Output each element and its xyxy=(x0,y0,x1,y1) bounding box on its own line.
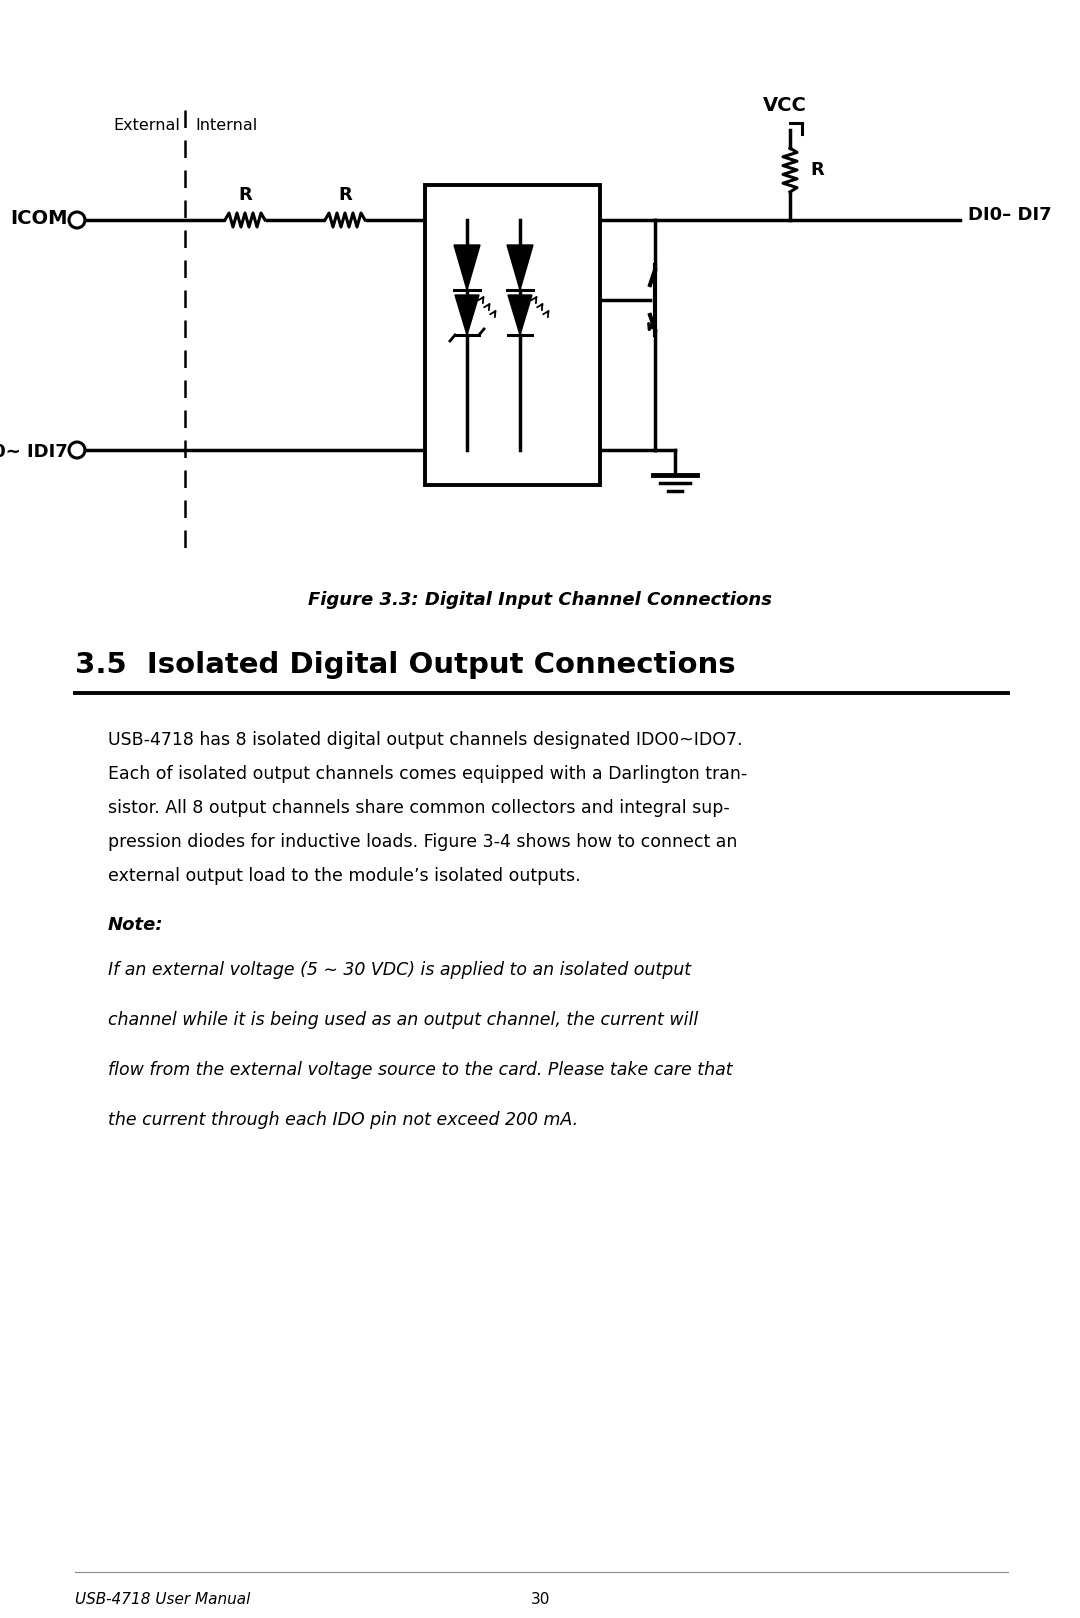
Text: External: External xyxy=(113,118,180,133)
Text: R: R xyxy=(810,162,824,180)
Text: 30: 30 xyxy=(530,1592,550,1608)
Text: flow from the external voltage source to the card. Please take care that: flow from the external voltage source to… xyxy=(108,1061,732,1079)
Text: Each of isolated output channels comes equipped with a Darlington tran-: Each of isolated output channels comes e… xyxy=(108,765,747,783)
Text: 3.5  Isolated Digital Output Connections: 3.5 Isolated Digital Output Connections xyxy=(75,650,735,680)
Text: pression diodes for inductive loads. Figure 3-4 shows how to connect an: pression diodes for inductive loads. Fig… xyxy=(108,833,738,851)
Text: sistor. All 8 output channels share common collectors and integral sup-: sistor. All 8 output channels share comm… xyxy=(108,799,730,817)
Text: IDI0~ IDI7: IDI0~ IDI7 xyxy=(0,443,68,461)
Text: the current through each IDO pin not exceed 200 mA.: the current through each IDO pin not exc… xyxy=(108,1112,578,1129)
Text: USB-4718 User Manual: USB-4718 User Manual xyxy=(75,1592,251,1608)
Polygon shape xyxy=(507,244,534,290)
Text: DI0– DI7: DI0– DI7 xyxy=(968,205,1052,223)
Polygon shape xyxy=(454,244,480,290)
Text: ICOM: ICOM xyxy=(11,209,68,228)
Polygon shape xyxy=(508,294,532,335)
Text: Figure 3.3: Digital Input Channel Connections: Figure 3.3: Digital Input Channel Connec… xyxy=(308,591,772,608)
Polygon shape xyxy=(455,294,480,335)
Text: USB-4718 has 8 isolated digital output channels designated IDO0~IDO7.: USB-4718 has 8 isolated digital output c… xyxy=(108,731,743,749)
Text: R: R xyxy=(338,186,352,204)
Text: If an external voltage (5 ∼ 30 VDC) is applied to an isolated output: If an external voltage (5 ∼ 30 VDC) is a… xyxy=(108,961,691,979)
Text: external output load to the module’s isolated outputs.: external output load to the module’s iso… xyxy=(108,867,581,885)
Bar xyxy=(426,184,600,485)
Text: VCC: VCC xyxy=(764,95,807,115)
Text: channel while it is being used as an output channel, the current will: channel while it is being used as an out… xyxy=(108,1011,699,1029)
FancyArrowPatch shape xyxy=(648,324,653,330)
Text: R: R xyxy=(238,186,252,204)
Text: Internal: Internal xyxy=(195,118,257,133)
Text: Note:: Note: xyxy=(108,916,164,934)
